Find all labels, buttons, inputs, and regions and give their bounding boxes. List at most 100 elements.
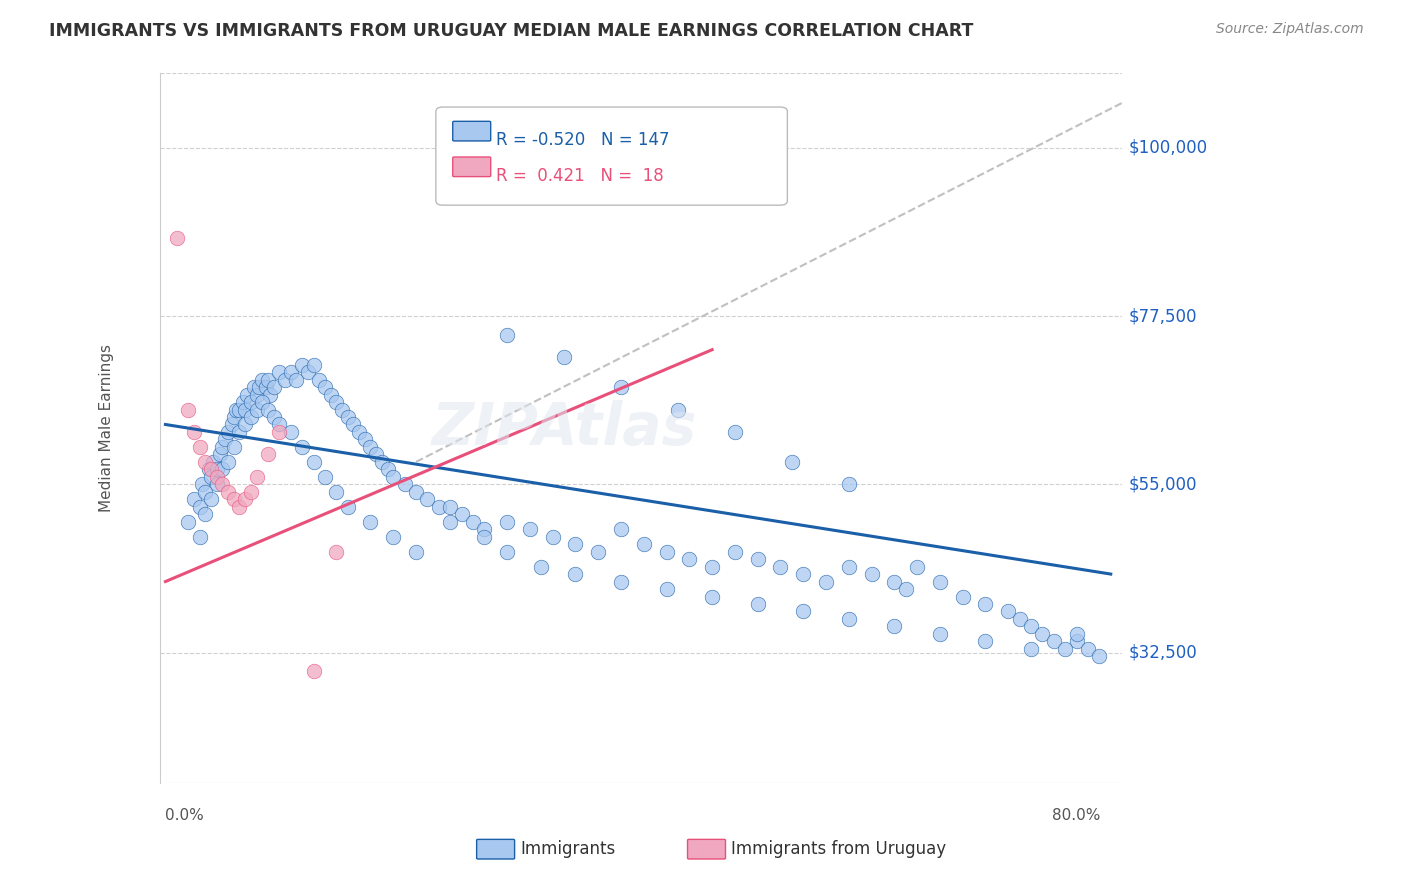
Point bbox=[769, 559, 792, 574]
Point bbox=[291, 358, 314, 372]
Point bbox=[211, 477, 233, 491]
Point bbox=[254, 380, 277, 394]
Point bbox=[974, 597, 997, 611]
Point bbox=[519, 522, 541, 536]
Point bbox=[325, 544, 347, 558]
Point bbox=[245, 470, 267, 484]
Point bbox=[780, 455, 803, 469]
Point bbox=[228, 425, 250, 439]
Point bbox=[319, 387, 342, 401]
Point bbox=[325, 484, 347, 499]
Point bbox=[221, 417, 243, 432]
Point bbox=[228, 500, 250, 514]
Point bbox=[1088, 649, 1111, 664]
Point bbox=[382, 530, 405, 544]
Point bbox=[724, 544, 747, 558]
Point bbox=[347, 425, 370, 439]
Point bbox=[472, 530, 495, 544]
Text: 80.0%: 80.0% bbox=[1053, 808, 1101, 823]
Point bbox=[239, 410, 262, 425]
Point bbox=[700, 559, 723, 574]
Point bbox=[666, 402, 689, 417]
Text: 0.0%: 0.0% bbox=[166, 808, 204, 823]
Point bbox=[815, 574, 838, 589]
Point bbox=[183, 425, 205, 439]
Point bbox=[222, 410, 245, 425]
Point bbox=[274, 373, 297, 387]
Point bbox=[439, 500, 461, 514]
Point bbox=[564, 537, 586, 551]
Point bbox=[330, 402, 353, 417]
Point bbox=[233, 417, 256, 432]
Point bbox=[929, 627, 952, 641]
Text: $77,500: $77,500 bbox=[1129, 307, 1198, 325]
Point bbox=[297, 365, 319, 379]
Point bbox=[269, 417, 291, 432]
Point bbox=[541, 530, 564, 544]
Point bbox=[243, 380, 266, 394]
Point bbox=[1066, 627, 1088, 641]
Point bbox=[285, 373, 308, 387]
Point bbox=[177, 515, 200, 529]
Point bbox=[530, 559, 553, 574]
Point bbox=[194, 455, 217, 469]
Point bbox=[280, 425, 302, 439]
Point bbox=[997, 604, 1019, 618]
Point bbox=[883, 619, 905, 633]
Point bbox=[792, 604, 814, 618]
Point bbox=[610, 574, 633, 589]
Point bbox=[257, 402, 280, 417]
Point bbox=[1019, 619, 1042, 633]
Point bbox=[974, 634, 997, 648]
Text: ZIPAtlas: ZIPAtlas bbox=[432, 400, 696, 457]
Point bbox=[200, 470, 222, 484]
Point bbox=[325, 395, 347, 409]
Point bbox=[280, 365, 302, 379]
Point bbox=[269, 365, 291, 379]
Point bbox=[353, 433, 375, 447]
Point bbox=[166, 230, 188, 244]
Point bbox=[1043, 634, 1066, 648]
Point bbox=[747, 597, 769, 611]
Point bbox=[336, 500, 359, 514]
Point bbox=[905, 559, 928, 574]
Point bbox=[342, 417, 364, 432]
Point bbox=[302, 455, 325, 469]
Point bbox=[257, 373, 280, 387]
Point bbox=[553, 350, 575, 364]
Point bbox=[233, 492, 256, 507]
Point bbox=[263, 380, 285, 394]
Point bbox=[222, 492, 245, 507]
Point bbox=[302, 358, 325, 372]
Point bbox=[860, 567, 883, 582]
Point bbox=[245, 402, 267, 417]
Point bbox=[259, 387, 281, 401]
Point bbox=[222, 440, 245, 454]
Point bbox=[405, 544, 427, 558]
Point bbox=[291, 440, 314, 454]
Point bbox=[1054, 641, 1077, 656]
Point bbox=[228, 402, 250, 417]
Point bbox=[233, 402, 256, 417]
Point bbox=[496, 515, 519, 529]
Point bbox=[450, 507, 472, 521]
Point bbox=[217, 455, 239, 469]
Point bbox=[314, 470, 336, 484]
Point bbox=[416, 492, 439, 507]
Point bbox=[496, 544, 519, 558]
Point bbox=[633, 537, 655, 551]
Point bbox=[336, 410, 359, 425]
Point bbox=[1031, 627, 1053, 641]
Text: $55,000: $55,000 bbox=[1129, 475, 1198, 493]
Point bbox=[252, 395, 274, 409]
Point bbox=[188, 500, 211, 514]
Point bbox=[405, 484, 427, 499]
Point bbox=[952, 590, 974, 604]
Text: $32,500: $32,500 bbox=[1129, 644, 1198, 662]
Point bbox=[586, 544, 609, 558]
Point bbox=[194, 484, 217, 499]
Point bbox=[838, 612, 860, 626]
Point bbox=[200, 462, 222, 476]
Point bbox=[225, 402, 247, 417]
Point bbox=[239, 395, 262, 409]
